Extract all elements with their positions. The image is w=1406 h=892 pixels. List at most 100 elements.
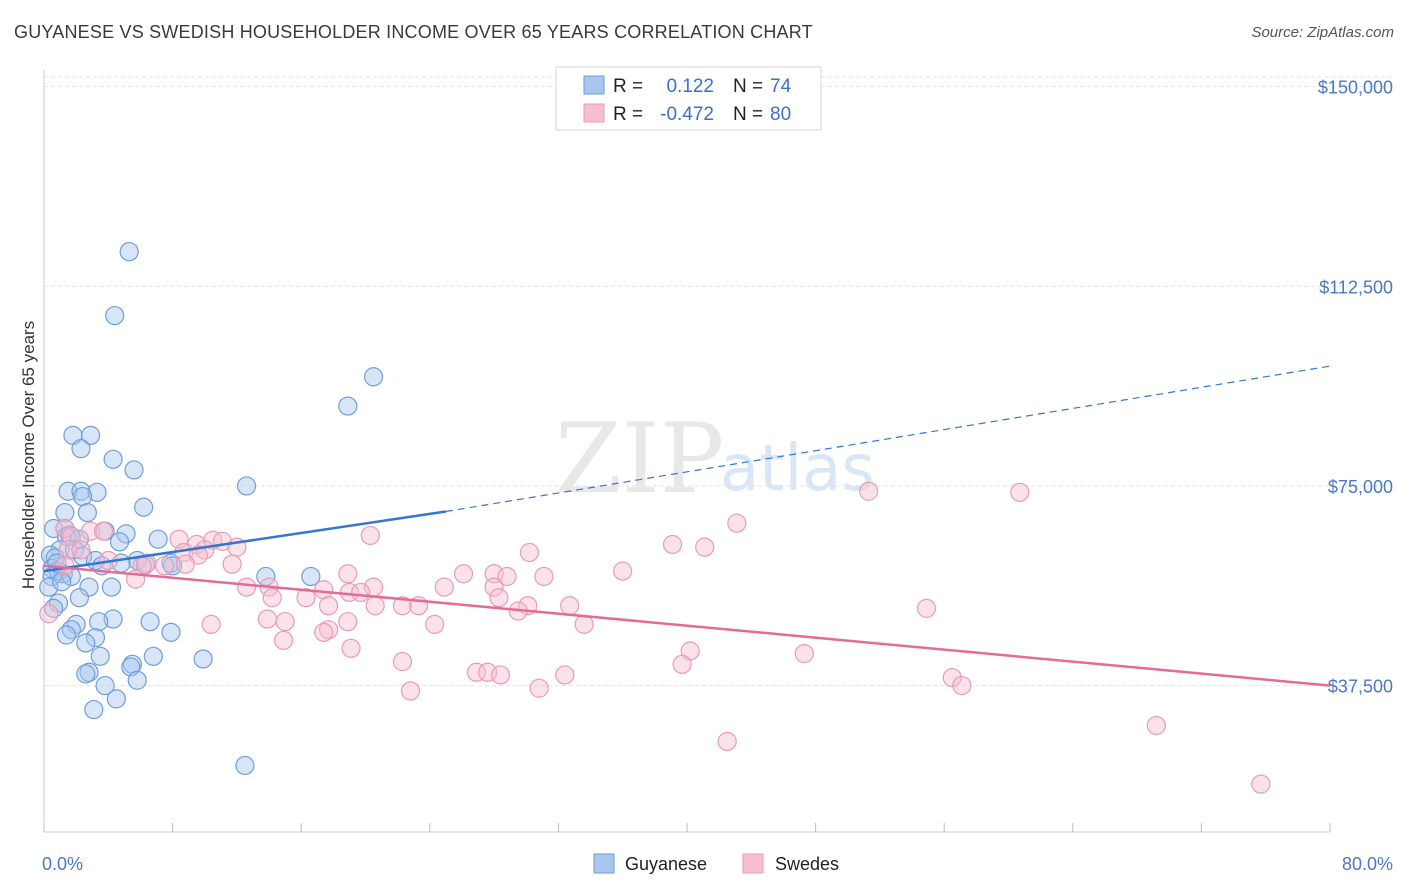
guyanese-point bbox=[89, 612, 109, 632]
source-label: Source: ZipAtlas.com bbox=[1251, 24, 1394, 41]
swedes-point bbox=[916, 598, 937, 618]
guyanese-point bbox=[103, 609, 123, 629]
guyanese-point bbox=[338, 396, 358, 416]
swedes-point bbox=[560, 596, 580, 616]
swedes-point bbox=[519, 542, 540, 563]
legend-n-value-swedes: 80 bbox=[770, 104, 791, 125]
guyanese-point bbox=[72, 486, 93, 507]
y-tick-label: $37,500 bbox=[1328, 677, 1393, 697]
guyanese-trend-line bbox=[43, 510, 447, 573]
guyanese-point bbox=[106, 689, 126, 709]
guyanese-point bbox=[76, 664, 96, 684]
swedes-point bbox=[490, 665, 511, 685]
swedes-point bbox=[154, 556, 175, 576]
guyanese-point bbox=[85, 628, 106, 648]
series-guyanese-points bbox=[39, 242, 384, 776]
swedes-point bbox=[275, 612, 295, 632]
guyanese-point bbox=[127, 670, 147, 690]
swedes-trend-line bbox=[43, 564, 1331, 687]
swedes-point bbox=[55, 518, 75, 539]
legend-r-value-swedes: -0.472 bbox=[660, 104, 714, 125]
bottom-legend: Guyanese Swedes bbox=[593, 853, 839, 874]
guyanese-point bbox=[301, 566, 321, 587]
guyanese-point bbox=[39, 577, 59, 597]
guyanese-point bbox=[236, 476, 257, 496]
swedes-point bbox=[400, 681, 421, 701]
swedes-point bbox=[55, 556, 75, 576]
guyanese-point bbox=[52, 572, 72, 592]
swedes-point bbox=[314, 580, 334, 600]
swedes-point bbox=[71, 540, 91, 560]
swedes-point bbox=[662, 534, 683, 555]
swedes-point bbox=[727, 513, 747, 533]
swedes-point bbox=[859, 481, 879, 501]
swedes-point bbox=[365, 596, 385, 616]
y-tick-label: $75,000 bbox=[1328, 477, 1393, 497]
swedes-point bbox=[273, 630, 294, 650]
guyanese-point bbox=[55, 502, 75, 523]
guyanese-point bbox=[161, 622, 181, 642]
swedes-point bbox=[201, 614, 221, 634]
swedes-point bbox=[434, 577, 454, 597]
swedes-point bbox=[338, 564, 358, 584]
guyanese-point bbox=[84, 699, 104, 720]
guyanese-point bbox=[134, 497, 154, 517]
swedes-point bbox=[39, 604, 59, 624]
x-tick-label-max: 80.0% bbox=[1342, 854, 1393, 874]
guyanese-point bbox=[87, 482, 107, 502]
swedes-point bbox=[466, 662, 487, 682]
legend-box: R = 0.122 N = 74 R = -0.472 N = 80 bbox=[555, 66, 822, 131]
guyanese-point bbox=[76, 633, 96, 653]
guyanese-point bbox=[124, 460, 144, 480]
swedes-point bbox=[392, 652, 413, 672]
swedes-point bbox=[1146, 715, 1166, 736]
swedes-point bbox=[672, 654, 692, 674]
guyanese-point bbox=[90, 646, 110, 666]
bottom-legend-swatch-swedes bbox=[742, 853, 764, 874]
swedes-point bbox=[555, 665, 575, 685]
swedes-point bbox=[1251, 774, 1271, 794]
legend-swatch-guyanese bbox=[583, 75, 605, 95]
guyanese-point bbox=[95, 675, 115, 696]
swedes-point bbox=[613, 561, 633, 581]
guyanese-point bbox=[71, 439, 91, 459]
x-tick-label-min: 0.0% bbox=[42, 854, 83, 874]
swedes-point bbox=[318, 596, 339, 616]
guyanese-point bbox=[116, 524, 136, 544]
guyanese-point bbox=[109, 532, 130, 552]
swedes-point bbox=[942, 667, 962, 688]
swedes-point bbox=[489, 588, 509, 608]
legend-r-label-swedes: R = bbox=[613, 104, 643, 125]
swedes-point bbox=[93, 521, 114, 541]
guyanese-point bbox=[193, 649, 213, 669]
y-tick-labels: $37,500 $75,000 $112,500 $150,000 bbox=[1318, 78, 1393, 697]
guyanese-point bbox=[119, 242, 139, 262]
guyanese-point bbox=[363, 367, 384, 387]
swedes-point bbox=[257, 609, 278, 629]
swedes-point bbox=[574, 614, 594, 634]
watermark-zip: ZIP bbox=[555, 403, 724, 515]
swedes-point bbox=[341, 638, 361, 658]
swedes-point bbox=[175, 554, 196, 574]
swedes-point bbox=[236, 577, 257, 597]
swedes-point bbox=[534, 566, 554, 587]
bottom-legend-swatch-guyanese bbox=[593, 853, 615, 874]
legend-n-value-guyanese: 74 bbox=[770, 76, 792, 97]
swedes-point bbox=[453, 564, 474, 584]
legend-n-label-swedes: N = bbox=[733, 104, 763, 125]
guyanese-point bbox=[79, 662, 99, 682]
swedes-point bbox=[497, 566, 517, 587]
bottom-legend-label-swedes: Swedes bbox=[775, 854, 839, 874]
swedes-point bbox=[296, 588, 316, 608]
legend-n-label-guyanese: N = bbox=[733, 76, 763, 97]
guyanese-point bbox=[56, 625, 77, 645]
guyanese-point bbox=[77, 502, 98, 523]
legend-r-label-guyanese: R = bbox=[613, 76, 643, 97]
guyanese-point bbox=[105, 305, 125, 326]
guyanese-point bbox=[79, 577, 99, 597]
guyanese-point bbox=[148, 529, 168, 549]
swedes-point bbox=[1010, 482, 1030, 502]
y-tick-label: $150,000 bbox=[1318, 78, 1393, 98]
swedes-point bbox=[222, 554, 242, 574]
